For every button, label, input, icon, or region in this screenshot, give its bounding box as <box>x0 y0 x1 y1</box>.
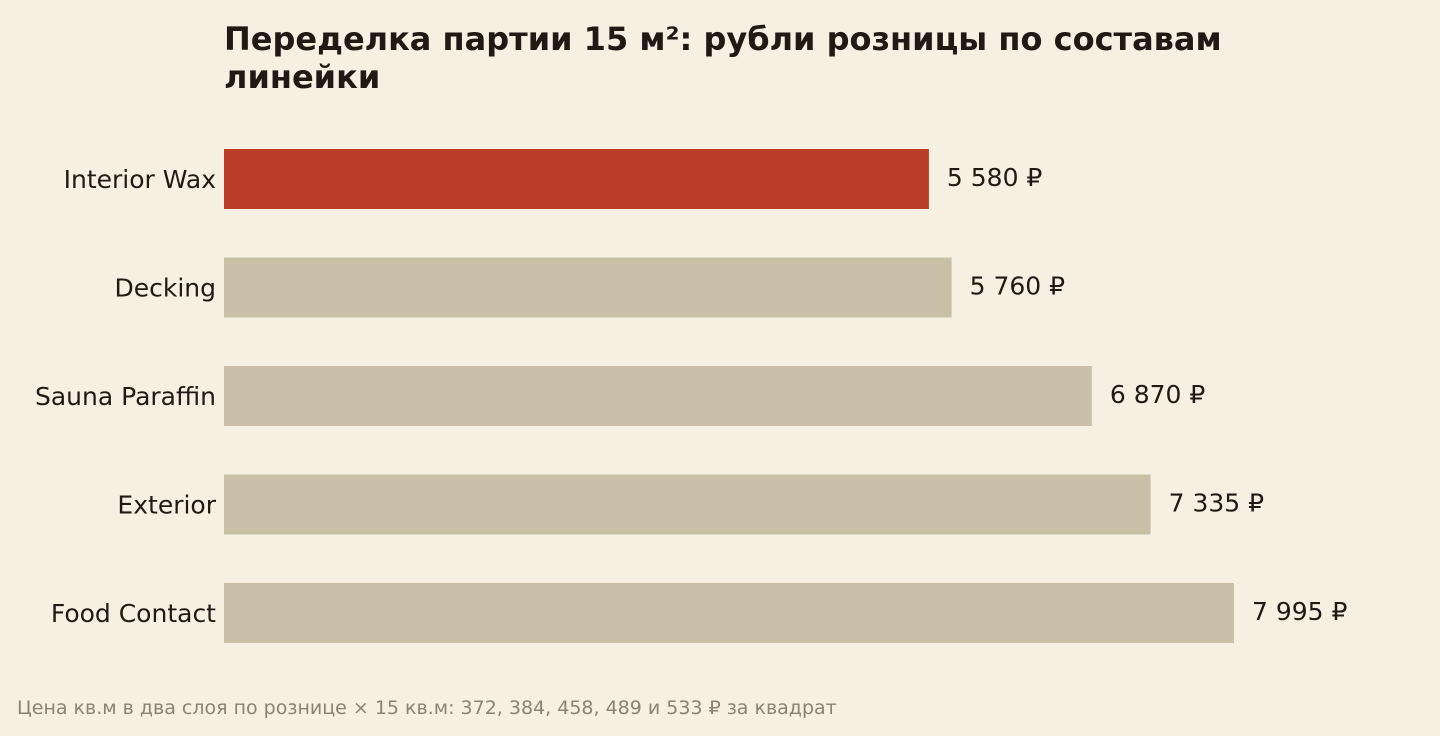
category-label-food-contact: Food Contact <box>51 599 216 628</box>
value-label-sauna-paraffin: 6 870 ₽ <box>1110 380 1206 409</box>
footnote: Цена кв.м в два слоя по рознице × 15 кв.… <box>17 697 837 719</box>
bar-exterior <box>224 474 1151 535</box>
category-label-exterior: Exterior <box>117 491 216 520</box>
value-label-decking: 5 760 ₽ <box>970 272 1066 301</box>
category-label-sauna-paraffin: Sauna Paraffin <box>35 382 216 411</box>
bar-decking <box>224 257 952 318</box>
category-label-interior-wax: Interior Wax <box>64 165 216 194</box>
bar-food-contact <box>224 583 1234 643</box>
category-label-decking: Decking <box>114 274 216 303</box>
value-label-exterior: 7 335 ₽ <box>1169 489 1265 518</box>
bar-interior-wax <box>224 149 929 209</box>
value-label-food-contact: 7 995 ₽ <box>1252 597 1348 626</box>
chart-title: Переделка партии 15 м²: рубли розницы по… <box>224 20 1222 96</box>
bar-sauna-paraffin <box>224 366 1092 426</box>
value-label-interior-wax: 5 580 ₽ <box>947 163 1043 192</box>
